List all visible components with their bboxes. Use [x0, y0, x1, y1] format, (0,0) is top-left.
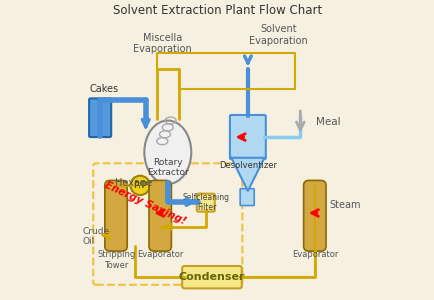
Text: Energy Saving!: Energy Saving!: [103, 180, 187, 226]
Text: Solvent
Evaporation: Solvent Evaporation: [248, 24, 307, 46]
Text: Selfcleaning
Filter: Selfcleaning Filter: [183, 193, 230, 212]
Text: Cakes: Cakes: [89, 84, 118, 94]
Text: Stripping
Tower: Stripping Tower: [97, 250, 135, 270]
Polygon shape: [231, 158, 264, 191]
Text: Meal: Meal: [315, 117, 339, 127]
FancyBboxPatch shape: [105, 180, 127, 251]
FancyBboxPatch shape: [230, 115, 265, 159]
FancyBboxPatch shape: [149, 180, 171, 251]
FancyBboxPatch shape: [196, 194, 214, 212]
FancyBboxPatch shape: [240, 189, 253, 206]
Text: Hexane: Hexane: [115, 178, 152, 188]
Title: Solvent Extraction Plant Flow Chart: Solvent Extraction Plant Flow Chart: [112, 4, 322, 17]
Text: Rotary
Extractor: Rotary Extractor: [147, 158, 188, 177]
Text: Condenser: Condenser: [178, 272, 245, 282]
FancyBboxPatch shape: [303, 180, 325, 251]
Text: Evaporator: Evaporator: [137, 250, 183, 259]
Text: Crude
Oil: Crude Oil: [82, 227, 109, 246]
Text: Steam: Steam: [329, 200, 360, 210]
Text: Miscella
Evaporation: Miscella Evaporation: [133, 33, 191, 54]
Circle shape: [130, 176, 149, 195]
Text: P/P: P/P: [133, 181, 147, 190]
Text: Desolventizer: Desolventizer: [218, 160, 276, 169]
FancyBboxPatch shape: [182, 266, 241, 288]
FancyBboxPatch shape: [89, 98, 111, 137]
Text: Evaporator: Evaporator: [291, 250, 337, 259]
Ellipse shape: [144, 121, 191, 184]
